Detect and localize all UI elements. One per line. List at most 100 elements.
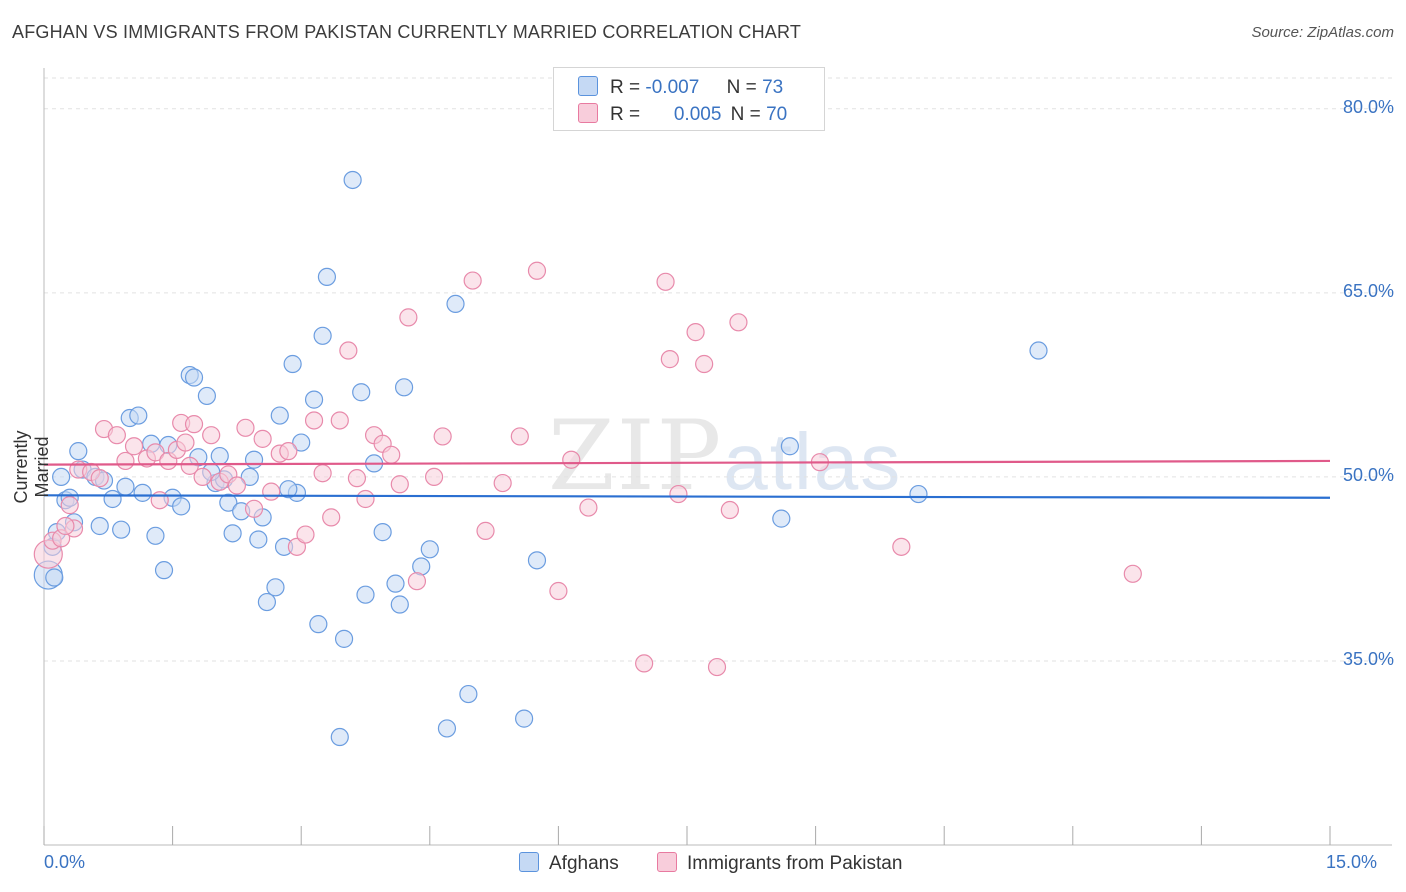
pakistan-point-47 xyxy=(424,467,444,487)
afghans-point-7 xyxy=(69,442,88,461)
pakistan-point-26 xyxy=(236,418,255,437)
pakistan-point-7 xyxy=(90,469,109,488)
pakistan-point-48 xyxy=(433,427,452,446)
pakistan-point-29 xyxy=(262,482,281,501)
afghans-point-12 xyxy=(112,520,131,539)
legend-swatch-blue xyxy=(578,76,598,96)
pakistan-point-46 xyxy=(407,572,427,591)
pakistan-point-36 xyxy=(322,508,341,527)
pakistan-point-43 xyxy=(382,445,401,464)
y-tick-label-1: 50.0% xyxy=(1342,464,1394,485)
pakistan-point-35 xyxy=(313,464,332,483)
legend-r-value-2: 0.005 xyxy=(673,104,722,125)
pakistan-point-61 xyxy=(686,323,705,342)
pakistan-point-13 xyxy=(146,443,165,462)
afghans-point-30 xyxy=(219,493,238,512)
afghans-point-11 xyxy=(103,489,122,509)
afghans-point-37 xyxy=(257,592,277,612)
pakistan-point-49 xyxy=(463,271,482,290)
pakistan-point-56 xyxy=(579,498,598,517)
pakistan-point-52 xyxy=(510,427,529,446)
afghans-point-59 xyxy=(420,540,439,559)
pakistan-point-9 xyxy=(107,426,126,445)
afghans-point-46 xyxy=(313,326,332,345)
bottom-legend-swatch-pink xyxy=(657,852,677,872)
pakistan-point-25 xyxy=(227,476,246,495)
y-tick-label-3: 80.0% xyxy=(1342,96,1394,117)
afghans-point-28 xyxy=(210,446,229,466)
afghans-point-43 xyxy=(292,433,311,452)
pakistan-point-44 xyxy=(390,475,409,494)
afghans-point-38 xyxy=(266,578,285,597)
legend-n-value-1: 73 xyxy=(762,77,784,98)
bottom-legend-swatch-blue xyxy=(519,852,539,872)
pakistan-point-63 xyxy=(707,657,727,677)
pakistan-point-27 xyxy=(244,499,264,518)
afghans-point-52 xyxy=(356,585,375,604)
correlation-legend: R = -0.007 N = 73 R = 0.005 N = 70 xyxy=(553,67,825,131)
pakistan-point-28 xyxy=(253,429,272,448)
pakistan-point-19 xyxy=(180,456,199,475)
afghans-point-51 xyxy=(352,383,371,402)
legend-r-label-1: R = xyxy=(610,77,641,98)
afghans-point-67 xyxy=(909,484,928,504)
pakistan-point-37 xyxy=(330,411,349,430)
pakistan-point-51 xyxy=(493,473,512,493)
pakistan-point-45 xyxy=(399,308,418,327)
pakistan-point-58 xyxy=(656,272,675,291)
afghans-trend-line xyxy=(43,494,1331,499)
legend-r-label-2: R = xyxy=(610,104,641,125)
pakistan-point-55 xyxy=(562,450,581,469)
pakistan-point-68 xyxy=(1123,564,1142,583)
afghans-point-31 xyxy=(223,524,242,543)
afghans-point-60 xyxy=(437,719,457,738)
pakistan-point-14 xyxy=(150,491,169,510)
afghans-point-70 xyxy=(90,516,109,536)
pakistan-point-40 xyxy=(356,489,375,509)
bottom-legend-pakistan-label: Immigrants from Pakistan xyxy=(687,853,903,874)
afghans-point-48 xyxy=(330,727,349,747)
afghans-point-19 xyxy=(154,561,174,580)
afghans-point-24 xyxy=(184,368,204,387)
pakistan-point-60 xyxy=(669,484,688,504)
pakistan-point-20 xyxy=(184,415,204,434)
afghans-point-56 xyxy=(390,595,409,614)
afghans-point-45 xyxy=(309,615,328,634)
afghans-point-15 xyxy=(129,406,148,425)
afghans-point-26 xyxy=(197,386,216,406)
afghans-point-62 xyxy=(459,684,478,704)
afghans-point-41 xyxy=(283,354,302,374)
legend-n-label-2: N = xyxy=(730,104,761,125)
afghans-point-50 xyxy=(343,170,362,190)
pakistan-point-64 xyxy=(720,500,739,520)
pakistan-point-11 xyxy=(124,437,144,456)
afghans-point-65 xyxy=(772,509,791,528)
afghans-point-16 xyxy=(133,483,152,502)
afghans-point-13 xyxy=(116,477,135,496)
pakistan-trend-line xyxy=(43,459,1331,466)
chart-title: AFGHAN VS IMMIGRANTS FROM PAKISTAN CURRE… xyxy=(12,22,802,42)
afghans-point-69 xyxy=(45,568,64,587)
pakistan-point-53 xyxy=(527,261,547,280)
afghans-point-35 xyxy=(249,530,268,549)
pakistan-point-22 xyxy=(202,426,221,445)
y-axis-title: Currently Married xyxy=(11,430,52,504)
pakistan-point-50 xyxy=(476,521,495,540)
pakistan-point-31 xyxy=(279,442,298,461)
pakistan-point-32 xyxy=(287,537,307,556)
afghans-point-47 xyxy=(317,267,337,287)
bottom-legend-afghans: Afghans xyxy=(519,852,619,875)
afghans-point-66 xyxy=(780,437,799,456)
pakistan-point-21 xyxy=(193,467,212,487)
bottom-legend-pakistan: Immigrants from Pakistan xyxy=(657,852,902,875)
afghans-point-63 xyxy=(515,709,534,728)
afghans-point-3 xyxy=(52,467,71,487)
afghans-point-61 xyxy=(446,294,465,313)
pakistan-point-10 xyxy=(116,451,135,471)
afghans-point-44 xyxy=(304,390,324,409)
legend-n-label-1: N = xyxy=(726,77,757,98)
pakistan-point-18 xyxy=(176,433,195,452)
x-tick-label-min: 0.0% xyxy=(44,852,86,872)
afghans-point-22 xyxy=(172,497,191,516)
